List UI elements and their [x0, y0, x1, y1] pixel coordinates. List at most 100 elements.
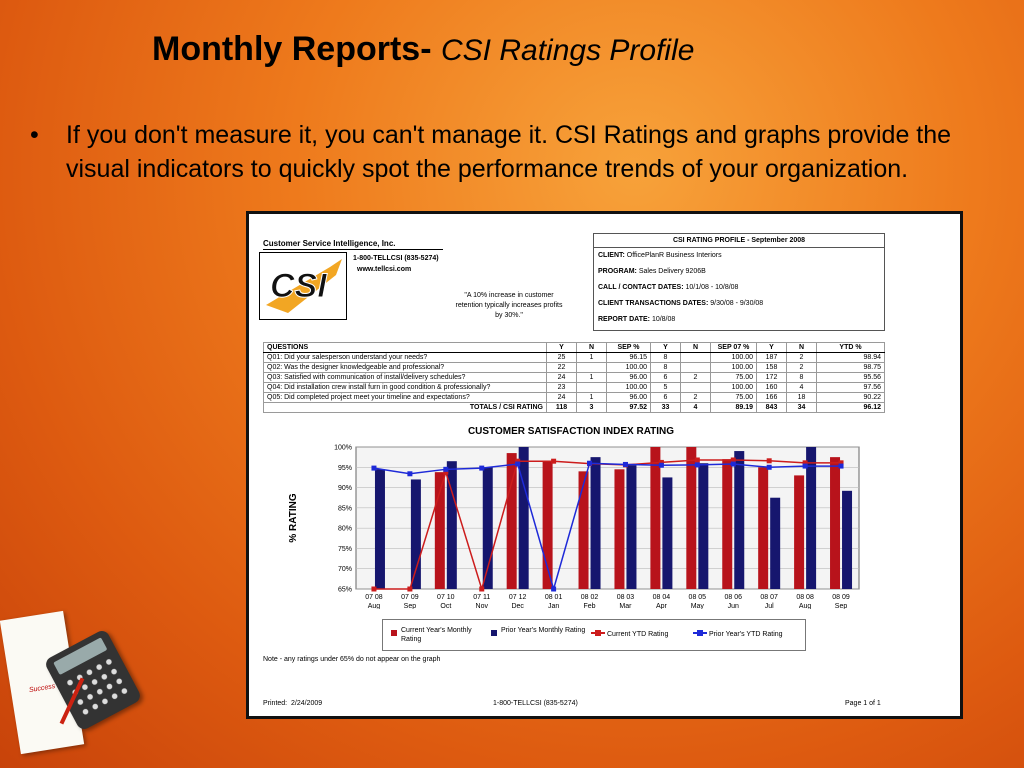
prior-monthly-bar	[662, 477, 673, 589]
x-tick-label: Jul	[765, 603, 774, 609]
retention-quote: "A 10% increase in customer retention ty…	[455, 292, 563, 319]
prior-ytd-point	[802, 463, 808, 469]
current-monthly-bar	[686, 447, 697, 589]
current-ytd-point	[515, 458, 521, 464]
chart-title: CUSTOMER SATISFACTION INDEX RATING	[467, 426, 675, 437]
legend-label-current-monthly: Current Year's Monthly Rating	[401, 627, 472, 643]
current-monthly-bar	[650, 447, 661, 589]
prior-monthly-bar	[842, 490, 853, 589]
company-website: www.tellcsi.com	[357, 266, 412, 273]
y-tick-label: 65%	[338, 587, 352, 594]
table-totals-row: TOTALS / CSI RATING 118 3 97.52 33 4 89.19 843 3…	[263, 402, 885, 413]
col-header: Y	[650, 342, 681, 353]
y-tick-label: 100%	[334, 445, 352, 452]
x-tick-label: Apr	[656, 603, 668, 609]
prior-ytd-point	[515, 461, 521, 467]
legend-swatch-current-monthly	[391, 630, 397, 636]
table-row: Q03: Satisfied with communication of ins…	[263, 372, 885, 383]
col-header: SEP %	[606, 342, 651, 353]
prior-monthly-bar	[374, 469, 385, 589]
bullet-text: If you don't measure it, you can't manag…	[66, 121, 952, 183]
prior-ytd-point	[838, 463, 844, 469]
x-tick-label: 07 12	[509, 594, 527, 601]
csi-report-image: Customer Service Intelligence, Inc. CSI …	[246, 211, 963, 719]
prior-monthly-bar	[410, 479, 421, 589]
y-tick-label: 75%	[338, 546, 352, 553]
current-ytd-point	[694, 457, 700, 463]
x-tick-label: 08 08	[796, 594, 814, 601]
y-tick-label: 80%	[338, 526, 352, 533]
prior-ytd-line	[373, 462, 842, 592]
current-monthly-bar	[794, 475, 805, 589]
table-row: Q05: Did completed project meet your tim…	[263, 392, 885, 403]
y-tick-label: 70%	[338, 566, 352, 573]
current-monthly-bar	[758, 467, 769, 589]
current-ytd-point	[766, 458, 772, 464]
x-tick-label: Sep	[835, 603, 848, 609]
table-row: Q04: Did installation crew install furn …	[263, 382, 885, 393]
prior-monthly-bar	[734, 451, 745, 589]
prior-ytd-point	[551, 586, 557, 592]
company-name: Customer Service Intelligence, Inc.	[263, 239, 396, 248]
current-monthly-bar	[722, 459, 733, 589]
bullet-point: • If you don't measure it, you can't man…	[30, 118, 1020, 186]
logo-text: CSI	[270, 267, 328, 305]
slide-title-sub: CSI Ratings Profile	[441, 34, 695, 67]
prior-monthly-bar	[626, 465, 637, 589]
legend-label-prior-ytd: Prior Year's YTD Rating	[709, 631, 783, 638]
current-monthly-bar	[506, 453, 517, 589]
prior-ytd-point	[443, 466, 449, 472]
x-tick-label: Nov	[476, 603, 489, 609]
legend-swatch-prior-monthly	[491, 630, 497, 636]
x-tick-label: 08 06	[724, 594, 742, 601]
x-tick-label: 07 11	[473, 594, 490, 601]
x-tick-label: 07 09	[401, 594, 419, 601]
profile-title: CSI RATING PROFILE - September 2008	[594, 234, 884, 248]
current-ytd-point	[802, 460, 808, 466]
legend-label-current-ytd: Current YTD Rating	[607, 631, 669, 638]
col-header: N	[786, 342, 817, 353]
x-tick-label: 08 02	[581, 594, 599, 601]
col-header: YTD %	[816, 342, 885, 353]
current-ytd-point	[658, 459, 664, 465]
prior-ytd-point	[407, 471, 413, 477]
prior-ytd-point	[371, 465, 377, 471]
prior-ytd-point	[766, 464, 772, 470]
prior-ytd-point	[479, 465, 485, 471]
x-tick-label: Jun	[728, 603, 739, 609]
current-ytd-point	[371, 586, 377, 592]
prior-monthly-bar	[482, 467, 493, 589]
bullet-dot-icon: •	[30, 121, 39, 149]
prior-monthly-bar	[806, 447, 817, 589]
prior-monthly-bar	[698, 463, 709, 589]
col-header: N	[576, 342, 607, 353]
current-monthly-bar	[614, 469, 625, 589]
x-tick-label: 08 05	[689, 594, 707, 601]
x-tick-label: 07 10	[437, 594, 455, 601]
current-ytd-point	[838, 460, 844, 466]
x-tick-label: Feb	[584, 603, 596, 609]
profile-transaction-dates: CLIENT TRANSACTIONS DATES: 9/30/08 - 9/3…	[598, 300, 764, 307]
graph-note: Note - any ratings under 65% do not appe…	[263, 656, 441, 663]
csi-chart: 100% 95% 90% 85% 80% 75% 70% 65% % RATING 07 08 Au…	[288, 445, 860, 609]
questions-table: QUESTIONS Y N SEP % Y N SEP 07 % Y N YTD…	[263, 342, 885, 413]
x-tick-label: 08 07	[760, 594, 778, 601]
col-header: Y	[546, 342, 577, 353]
current-ytd-point	[443, 469, 449, 475]
current-ytd-point	[730, 457, 736, 463]
x-tick-label: Sep	[404, 603, 417, 609]
col-header: N	[680, 342, 711, 353]
current-ytd-point	[479, 586, 485, 592]
prior-ytd-point	[587, 460, 593, 466]
x-tick-label: Aug	[368, 603, 381, 609]
current-monthly-bar	[578, 471, 589, 589]
y-axis-label: % RATING	[288, 493, 299, 542]
slide-title: Monthly Reports- CSI Ratings Profile	[152, 30, 694, 69]
prior-monthly-bar	[446, 461, 457, 589]
legend-label-prior-monthly: Prior Year's Monthly Rating	[501, 627, 586, 634]
x-tick-label: 07 08	[365, 594, 383, 601]
col-header: SEP 07 %	[710, 342, 757, 353]
prior-ytd-point	[694, 462, 700, 468]
profile-report-date: REPORT DATE: 10/8/08	[598, 316, 676, 323]
x-tick-label: Mar	[619, 603, 632, 609]
